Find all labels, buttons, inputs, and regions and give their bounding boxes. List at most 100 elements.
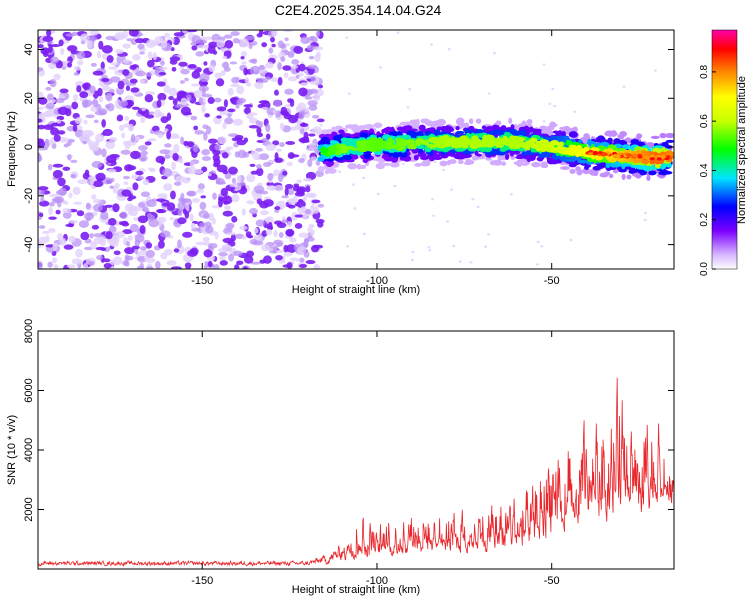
noise-blob <box>145 249 155 258</box>
track-blob <box>481 125 487 130</box>
noise-blob <box>101 45 113 54</box>
noise-blob <box>114 231 126 238</box>
track-blob <box>454 155 464 160</box>
noise-blob <box>225 146 234 150</box>
noise-blob <box>103 262 112 269</box>
noise-blob <box>245 231 252 238</box>
noise-blob <box>90 105 98 112</box>
noise-blob <box>63 244 74 250</box>
noise-blob <box>283 72 289 78</box>
noise-blob <box>284 88 294 95</box>
bottom-y-tick-label: 6000 <box>23 378 35 402</box>
noise-blob <box>152 52 158 61</box>
bottom-x-tick-label: -150 <box>191 575 213 587</box>
noise-blob <box>304 96 313 100</box>
noise-blob <box>216 106 227 112</box>
noise-blob <box>108 225 117 234</box>
track-blob <box>435 119 445 126</box>
noise-blob <box>201 87 206 96</box>
noise-blob <box>171 161 176 171</box>
noise-blob <box>203 132 208 141</box>
noise-blob <box>204 36 213 41</box>
noise-blob <box>258 100 270 104</box>
noise-blob <box>184 77 189 82</box>
noise-speck <box>622 85 626 89</box>
noise-blob <box>289 154 300 158</box>
noise-blob <box>198 96 204 105</box>
noise-blob <box>200 195 207 199</box>
noise-blob <box>146 213 153 219</box>
noise-blob <box>121 132 126 139</box>
noise-blob <box>90 194 97 200</box>
noise-blob <box>294 223 303 229</box>
noise-blob <box>295 74 300 79</box>
noise-blob <box>313 264 320 269</box>
noise-blob <box>62 211 72 219</box>
noise-blob <box>226 232 237 236</box>
noise-speck <box>487 92 491 95</box>
track-core <box>637 155 643 159</box>
noise-speck <box>548 102 552 106</box>
noise-blob <box>289 257 297 261</box>
noise-blob <box>221 243 232 251</box>
track-blob <box>490 130 500 136</box>
noise-blob <box>92 98 99 108</box>
noise-blob <box>199 36 207 41</box>
noise-blob <box>137 145 148 151</box>
noise-blob <box>122 229 133 235</box>
track-blob <box>504 153 510 160</box>
noise-blob <box>298 232 309 238</box>
noise-blob <box>44 235 50 243</box>
noise-blob <box>286 229 294 237</box>
noise-blob <box>50 127 60 136</box>
noise-blob <box>155 155 166 164</box>
noise-blob <box>274 206 281 211</box>
noise-blob <box>212 149 221 156</box>
noise-blob <box>286 161 293 167</box>
noise-blob <box>55 209 61 215</box>
noise-blob <box>300 206 307 212</box>
noise-blob <box>191 45 198 51</box>
noise-blob <box>78 220 90 228</box>
noise-blob <box>244 77 250 84</box>
noise-blob <box>119 221 124 226</box>
noise-blob <box>207 96 215 104</box>
noise-blob <box>136 266 144 269</box>
track-blob <box>596 136 601 141</box>
noise-blob <box>131 106 140 110</box>
noise-blob <box>118 124 125 132</box>
noise-blob <box>267 173 274 181</box>
bottom-y-axis-label: SNR (10 * v/v) <box>6 415 18 485</box>
noise-speck <box>401 162 405 166</box>
noise-blob <box>100 247 107 252</box>
noise-speck <box>431 198 435 201</box>
noise-blob <box>38 212 44 218</box>
track-blob <box>647 166 658 170</box>
track-blob <box>340 144 347 150</box>
noise-blob <box>279 142 285 148</box>
noise-blob <box>204 225 214 234</box>
track-blob <box>468 125 475 132</box>
noise-blob <box>107 168 117 173</box>
noise-blob <box>86 40 93 49</box>
noise-blob <box>141 106 146 112</box>
top-x-tick-label: -50 <box>544 275 560 287</box>
noise-blob <box>145 242 153 249</box>
noise-blob <box>47 261 53 268</box>
noise-blob <box>89 232 94 239</box>
track-blob <box>448 159 457 164</box>
noise-blob <box>208 64 215 73</box>
noise-blob <box>278 205 284 211</box>
track-blob <box>382 153 388 159</box>
noise-blob <box>40 196 45 203</box>
noise-blob <box>250 261 262 265</box>
track-blob <box>327 150 337 155</box>
noise-blob <box>230 83 240 88</box>
noise-speck <box>469 261 473 264</box>
noise-blob <box>158 240 165 249</box>
noise-blob <box>151 198 157 202</box>
noise-blob <box>298 110 305 120</box>
track-blob <box>532 128 542 132</box>
track-blob <box>650 135 660 140</box>
noise-speck <box>450 188 454 191</box>
